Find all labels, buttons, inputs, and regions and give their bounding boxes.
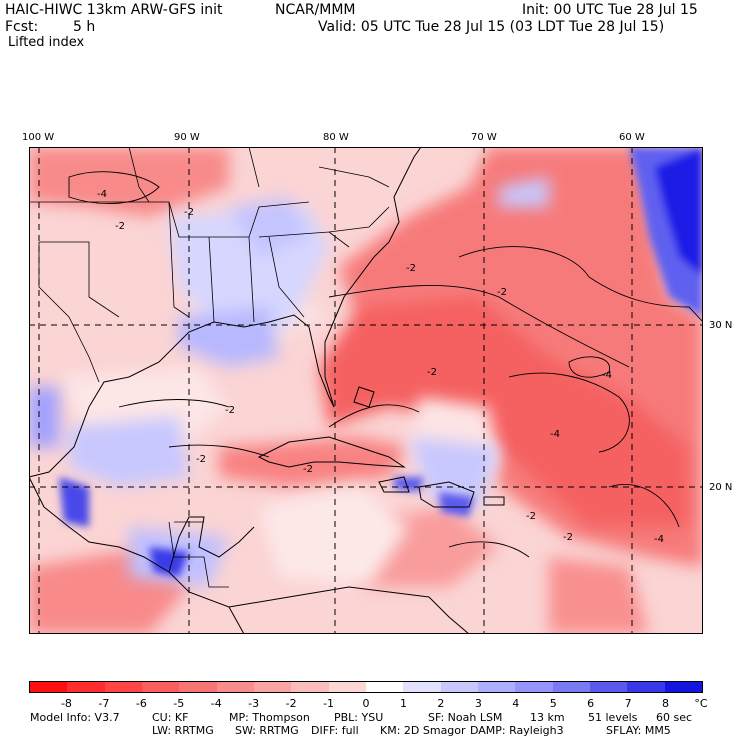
- color-scale-tick: 1: [399, 697, 407, 710]
- graticule: [29, 147, 703, 634]
- footer-sf: SF: Noah LSM: [428, 711, 503, 724]
- yucatan-coastline: [168, 516, 255, 573]
- color-swatch: [552, 682, 590, 692]
- lon-label-70w: 70 W: [471, 132, 497, 143]
- deep-cool-regions: [59, 147, 703, 577]
- contour-label: -2: [303, 464, 313, 475]
- color-swatch: [589, 682, 628, 692]
- center-label: NCAR/MMM: [275, 2, 356, 18]
- footer-levels: 51 levels: [588, 711, 638, 724]
- lon-label-60w: 60 W: [619, 132, 645, 143]
- contour-label: -2: [184, 207, 194, 218]
- bahamas-outline: [353, 386, 375, 408]
- lat-label-30n: 30 N: [709, 320, 733, 331]
- contour-label: -2: [526, 511, 536, 522]
- color-swatch: [627, 682, 665, 692]
- color-swatch: [67, 682, 105, 692]
- color-swatch: [291, 682, 329, 692]
- footer-sflay: SFLAY: MM5: [606, 724, 671, 737]
- color-swatch: [515, 682, 553, 692]
- contour-label: -2: [115, 221, 125, 232]
- color-scale-unit: °C: [694, 697, 708, 710]
- contour-label: -2: [196, 454, 206, 465]
- color-scale-tick: 8: [662, 697, 670, 710]
- color-swatch: [179, 682, 217, 692]
- contour-label: -4: [550, 429, 560, 440]
- color-swatch: [216, 682, 254, 692]
- forecast-hour: 5 h: [73, 19, 96, 35]
- color-scale-tick: 4: [512, 697, 520, 710]
- color-scale-tick: 7: [624, 697, 632, 710]
- coastlines: [29, 147, 505, 634]
- field-name: Lifted index: [8, 35, 85, 50]
- lat-label-20n: 20 N: [709, 482, 733, 493]
- color-scale-tick: -3: [248, 697, 260, 710]
- color-scale-tick: -2: [285, 697, 297, 710]
- cool-regions: [29, 177, 549, 587]
- contour-label: -2: [497, 287, 507, 298]
- south-america-coastline: [228, 586, 470, 634]
- color-scale-tick: 5: [549, 697, 557, 710]
- valid-time: Valid: 05 UTC Tue 28 Jul 15 (03 LDT Tue …: [318, 19, 665, 35]
- cuba-outline: [257, 436, 406, 468]
- color-swatch: [365, 682, 404, 692]
- color-scale-tick: 3: [474, 697, 482, 710]
- color-scale-tick: -4: [210, 697, 222, 710]
- color-swatch: [664, 682, 702, 692]
- color-swatch: [141, 682, 180, 692]
- contour-label: -2: [225, 405, 235, 416]
- footer-km: KM: 2D Smagor: [380, 724, 466, 737]
- lon-label-80w: 80 W: [323, 132, 349, 143]
- jamaica-outline: [378, 476, 410, 493]
- color-scale-tick: -5: [173, 697, 185, 710]
- map-canvas: -4 -2 -2 -2 -2 -2 -4 -4 -2 -2 -2 -2 -4 -…: [29, 147, 703, 634]
- hispaniola-outline: [418, 481, 475, 508]
- color-swatch: [30, 682, 68, 692]
- footer-timestep: 60 sec: [656, 711, 693, 724]
- gulf-atlantic-coastline: [29, 147, 422, 478]
- footer-model-info: Model Info: V3.7: [30, 711, 120, 724]
- color-scale-tick: 6: [587, 697, 595, 710]
- contour-label: -4: [97, 189, 107, 200]
- lon-label-100w: 100 W: [22, 132, 55, 143]
- model-title: HAIC-HIWC 13km ARW-GFS init: [5, 2, 223, 18]
- color-swatch: [104, 682, 142, 692]
- contour-label: -4: [602, 370, 612, 381]
- color-scale-bar: [29, 681, 703, 693]
- lon-label-90w: 90 W: [174, 132, 200, 143]
- footer-damp: DAMP: Rayleigh3: [470, 724, 564, 737]
- contour-label-layer: -4 -2 -2 -2 -2 -2 -4 -4 -2 -2 -2 -2 -4 -…: [97, 189, 664, 545]
- contour-label: -4: [654, 534, 664, 545]
- init-time: Init: 00 UTC Tue 28 Jul 15: [522, 2, 698, 18]
- lifted-index-map: -4 -2 -2 -2 -2 -2 -4 -4 -2 -2 -2 -2 -4 -…: [29, 147, 703, 634]
- footer-resolution: 13 km: [530, 711, 565, 724]
- footer-mp: MP: Thompson: [229, 711, 310, 724]
- color-scale-tick: -7: [98, 697, 110, 710]
- color-scale-tick: 0: [362, 697, 370, 710]
- footer-lw: LW: RRTMG: [152, 724, 214, 737]
- footer-cu: CU: KF: [152, 711, 189, 724]
- color-swatch: [328, 682, 366, 692]
- footer-sw: SW: RRTMG: [235, 724, 299, 737]
- color-scale-tick: -6: [135, 697, 147, 710]
- contour-label: -2: [406, 263, 416, 274]
- color-swatch: [440, 682, 478, 692]
- color-swatch: [477, 682, 516, 692]
- contours: [68, 171, 703, 558]
- forecast-label: Fcst:: [5, 19, 39, 35]
- color-scale-tick: -1: [323, 697, 335, 710]
- map-frame: [29, 147, 703, 634]
- footer-pbl: PBL: YSU: [334, 711, 384, 724]
- contour-label: -2: [427, 367, 437, 378]
- contour-label: -2: [563, 532, 573, 543]
- color-swatch: [253, 682, 292, 692]
- color-scale-tick: 2: [437, 697, 445, 710]
- color-scale-tick: -8: [60, 697, 72, 710]
- footer-diff: DIFF: full: [311, 724, 359, 737]
- warm-regions: [29, 147, 703, 634]
- color-swatch: [403, 682, 441, 692]
- mexico-coastline: [29, 476, 245, 634]
